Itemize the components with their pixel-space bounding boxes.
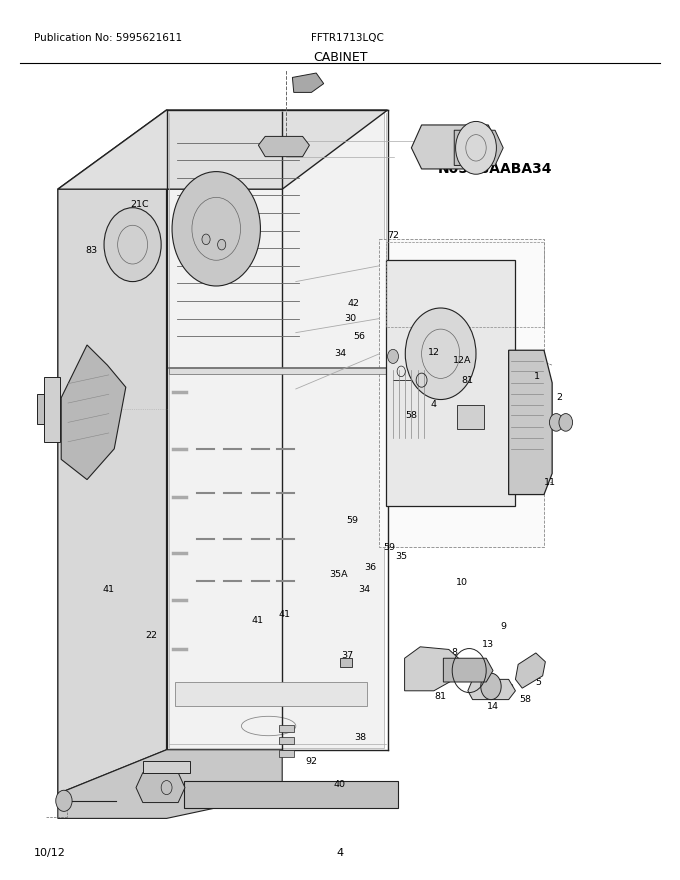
Polygon shape [184,781,398,808]
Text: 14: 14 [487,702,499,711]
Polygon shape [58,110,167,794]
Polygon shape [468,679,515,700]
Text: 59: 59 [346,517,358,525]
Text: 41: 41 [103,585,115,594]
Text: 9: 9 [500,622,506,631]
Polygon shape [292,73,324,92]
Text: 34: 34 [358,585,370,594]
Text: 38: 38 [354,733,367,742]
Text: 22: 22 [145,631,157,640]
Text: 21C: 21C [205,238,224,246]
Text: 35: 35 [395,552,407,561]
Circle shape [456,121,496,174]
Text: 56: 56 [353,332,365,341]
Polygon shape [443,658,493,682]
Text: 37: 37 [341,651,353,660]
Text: 41: 41 [251,616,263,625]
Text: 41: 41 [278,610,290,619]
Text: 58: 58 [405,411,418,420]
Text: 35A: 35A [329,570,348,579]
Text: 89: 89 [40,405,52,414]
Polygon shape [169,113,384,748]
Text: 10/12: 10/12 [34,848,66,858]
Text: 59: 59 [383,543,395,552]
Polygon shape [411,125,500,169]
Text: 8: 8 [452,649,457,657]
Text: 21C: 21C [130,200,149,209]
Circle shape [202,234,210,245]
Polygon shape [136,773,185,803]
Text: 10: 10 [456,578,469,587]
Polygon shape [58,110,388,189]
Text: Publication No: 5995621611: Publication No: 5995621611 [34,33,182,43]
Text: FFTR1713LQC: FFTR1713LQC [311,33,384,43]
Text: 72: 72 [387,231,399,240]
Circle shape [388,349,398,363]
Polygon shape [37,394,44,424]
Text: N05BBAABA34: N05BBAABA34 [438,162,552,176]
Text: 30: 30 [344,314,356,323]
Text: 8: 8 [507,684,513,693]
Text: 81: 81 [435,693,447,701]
Text: 58: 58 [520,695,532,704]
Polygon shape [44,377,60,442]
Text: 42: 42 [347,299,360,308]
Polygon shape [405,647,462,691]
Text: 12A: 12A [453,356,472,365]
Text: 5: 5 [536,678,541,686]
Polygon shape [169,368,386,374]
Text: 11: 11 [543,478,556,487]
Polygon shape [258,136,309,157]
Polygon shape [457,405,484,429]
Text: 1: 1 [534,372,540,381]
Polygon shape [175,682,367,706]
Circle shape [172,172,260,286]
Text: 36: 36 [364,563,377,572]
Circle shape [481,673,501,700]
Polygon shape [143,761,190,773]
Circle shape [104,208,161,282]
Circle shape [161,781,172,795]
Polygon shape [379,239,544,547]
Circle shape [218,239,226,250]
Polygon shape [340,658,352,667]
Polygon shape [454,130,503,165]
Text: CABINET: CABINET [313,51,367,64]
Circle shape [405,308,476,400]
Polygon shape [509,350,552,495]
Text: 83: 83 [86,246,98,255]
Circle shape [559,414,573,431]
Text: 13: 13 [482,640,494,649]
Polygon shape [279,750,294,757]
Circle shape [56,790,72,811]
Text: 4: 4 [431,400,437,409]
Text: 4: 4 [337,848,343,858]
Text: 40: 40 [334,781,346,789]
Text: 2: 2 [556,393,562,402]
Circle shape [549,414,563,431]
Text: 92: 92 [305,757,318,766]
Text: 81: 81 [462,376,474,385]
Polygon shape [279,725,294,732]
Polygon shape [386,260,515,506]
Polygon shape [279,737,294,744]
Text: 82: 82 [113,264,125,273]
Polygon shape [61,345,126,480]
Polygon shape [515,653,545,688]
Text: 34: 34 [334,349,346,358]
Text: 12: 12 [428,348,440,356]
Polygon shape [58,750,282,818]
Text: 43: 43 [140,229,152,238]
